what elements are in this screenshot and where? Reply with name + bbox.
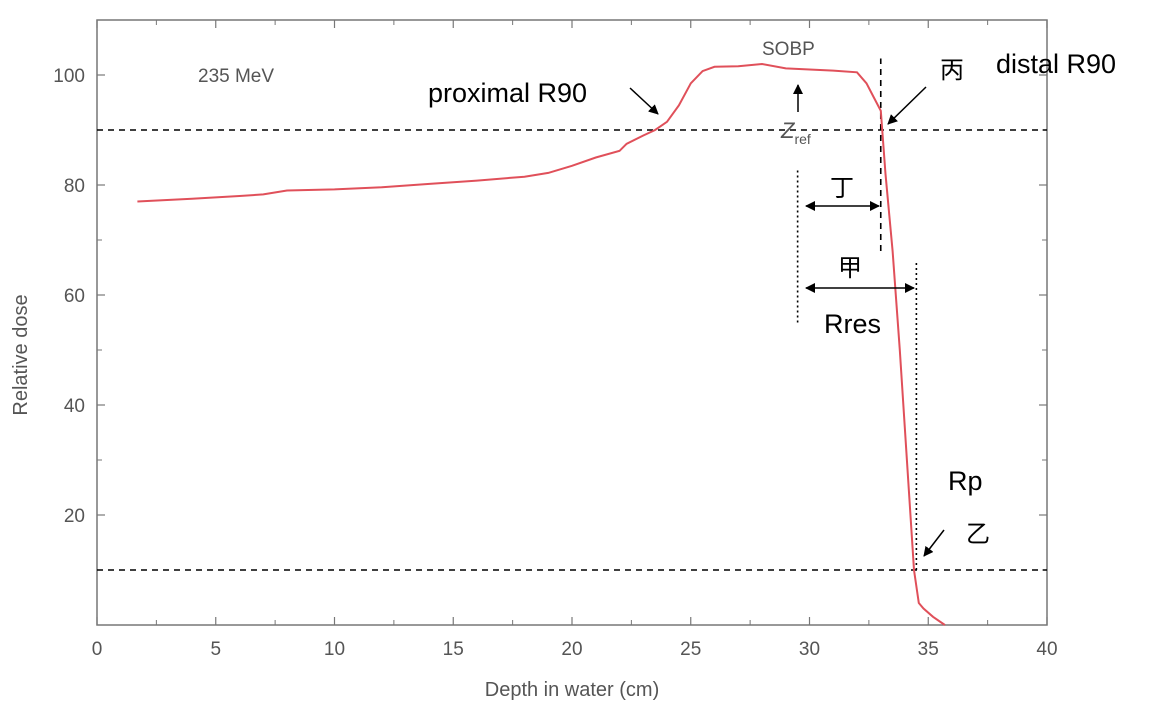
y-tick-label: 40: [64, 396, 85, 417]
y-tick-labels: 20 40 60 80 100: [53, 66, 85, 527]
x-tick-label: 40: [1036, 639, 1057, 660]
y-tick-label: 60: [64, 286, 85, 307]
axis-ticks: [96, 20, 1048, 625]
energy-label: 235 MeV: [198, 66, 274, 87]
x-tick-label: 15: [443, 639, 464, 660]
zref-label: Zref: [780, 118, 811, 147]
x-tick-label: 30: [799, 639, 820, 660]
rp-label: Rp: [948, 466, 983, 496]
distal-arrow: [887, 86, 927, 125]
yi-label: 乙: [966, 520, 990, 548]
sobp-label: SOBP: [762, 39, 815, 60]
plot-frame: [96, 19, 1048, 626]
zref-subscript: ref: [794, 131, 810, 147]
rp-arrow: [923, 529, 945, 557]
proximal-arrow: [629, 87, 659, 115]
jia-label: 甲: [838, 254, 862, 282]
x-tick-label: 20: [561, 639, 582, 660]
x-tick-label: 5: [210, 639, 221, 660]
x-axis-title: Depth in water (cm): [485, 679, 660, 701]
bing-label: 丙: [940, 56, 964, 84]
reference-lines: [97, 58, 1047, 571]
distal-r90-label: distal R90: [996, 49, 1116, 79]
x-tick-labels: 0 5 10 15 20 25 30 35 40: [92, 639, 1058, 660]
dose-curve-series: [137, 62, 946, 626]
y-tick-label: 100: [53, 66, 85, 87]
ding-label: 丁: [830, 174, 854, 202]
rres-label: Rres: [824, 309, 881, 339]
x-tick-label: 0: [92, 639, 103, 660]
y-axis-title: Relative dose: [10, 294, 32, 415]
x-tick-label: 25: [680, 639, 701, 660]
zref-main: Z: [780, 118, 796, 143]
y-tick-label: 20: [64, 506, 85, 527]
proximal-r90-label: proximal R90: [428, 78, 587, 108]
x-tick-label: 35: [918, 639, 939, 660]
x-tick-label: 10: [324, 639, 345, 660]
y-tick-label: 80: [64, 176, 85, 197]
